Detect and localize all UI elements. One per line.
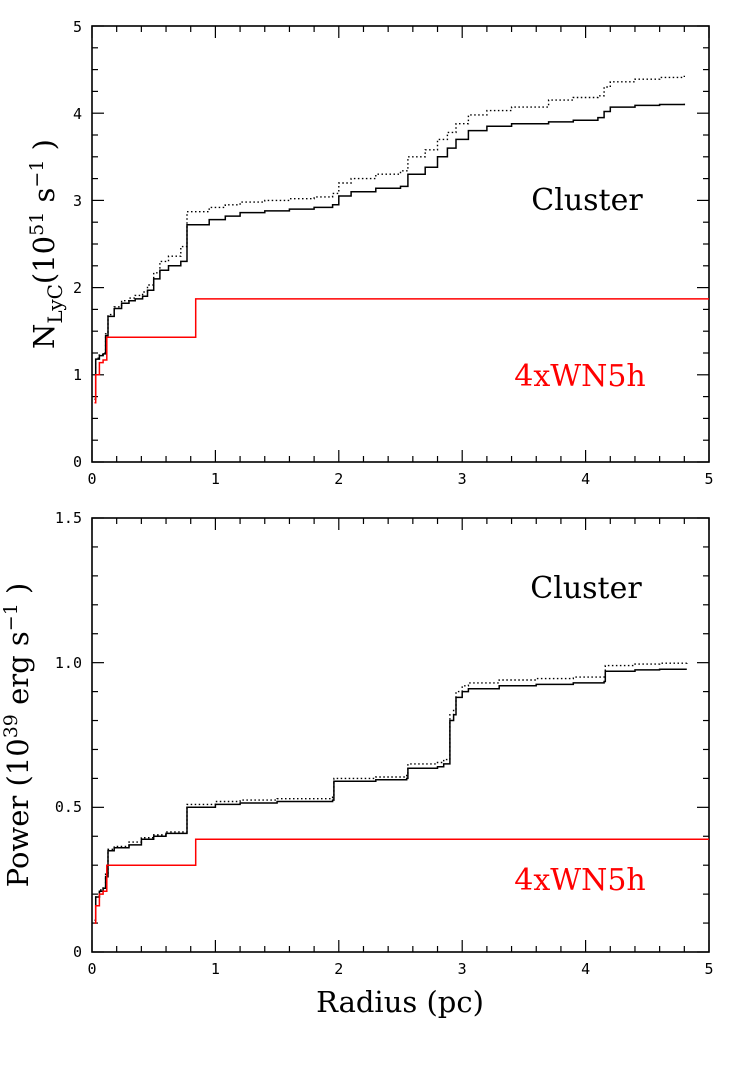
top-y-tick-label: 2: [73, 279, 82, 297]
bottom-y-tick-label: 0: [73, 943, 82, 961]
bottom-panel: 0 1 2 3 4 5 0 0.5 1.0 1.5 Power (1039 er…: [0, 509, 714, 1019]
bottom-series-line-dotted: [94, 662, 688, 921]
top-x-tick-label: 4: [581, 470, 590, 488]
top-y-tick-label: 1: [73, 366, 82, 384]
bottom-y-axis-title: Power (1039 erg s−1 ): [0, 583, 35, 888]
top-y-tick-label: 3: [73, 192, 82, 210]
bottom-x-tick-label: 1: [211, 960, 220, 978]
top-x-tick-label: 2: [334, 470, 343, 488]
bottom-ticks: [91, 517, 710, 953]
top-series-line-red: [94, 298, 709, 404]
top-y-tick-label: 5: [73, 18, 82, 36]
bottom-x-axis-title: Radius (pc): [316, 985, 484, 1019]
bottom-plot-frame: [91, 517, 710, 953]
bottom-annotation-cluster: Cluster: [530, 571, 642, 606]
bottom-series-line-solid: [94, 668, 687, 921]
top-x-tick-label: 0: [87, 470, 96, 488]
bottom-x-tick-label: 3: [458, 960, 467, 978]
bottom-y-tick-labels: 0 0.5 1.0 1.5: [55, 509, 82, 961]
bottom-y-tick-label: 0.5: [55, 798, 82, 816]
bottom-series: [94, 662, 709, 924]
top-annotation-cluster: Cluster: [531, 183, 643, 218]
top-x-tick-label: 5: [704, 470, 713, 488]
top-panel: 0 1 2 3 4 5 0 1 2 3 4 5 NLyC(1051 s−1 ) …: [26, 18, 714, 488]
bottom-annotation-4xwn5h: 4xWN5h: [514, 863, 646, 898]
bottom-x-tick-label: 2: [334, 960, 343, 978]
top-y-tick-label: 4: [73, 105, 82, 123]
bottom-x-tick-label: 5: [704, 960, 713, 978]
top-y-tick-label: 0: [73, 453, 82, 471]
top-x-tick-labels: 0 1 2 3 4 5: [87, 470, 713, 488]
bottom-y-tick-label: 1.5: [55, 509, 82, 527]
top-y-tick-labels: 0 1 2 3 4 5: [73, 18, 82, 471]
top-x-tick-label: 1: [211, 470, 220, 488]
bottom-x-tick-label: 4: [581, 960, 590, 978]
top-series-line-solid: [94, 103, 686, 400]
top-series-line-dotted: [94, 75, 685, 400]
bottom-x-tick-labels: 0 1 2 3 4 5: [87, 960, 713, 978]
top-annotation-4xwn5h: 4xWN5h: [514, 359, 646, 394]
top-ticks: [91, 25, 710, 463]
bottom-x-tick-label: 0: [87, 960, 96, 978]
top-plot-frame: [91, 25, 710, 463]
top-x-tick-label: 3: [458, 470, 467, 488]
bottom-series-line-red: [94, 838, 709, 924]
bottom-y-tick-label: 1.0: [55, 654, 82, 672]
top-y-axis-title: NLyC(1051 s−1 ): [26, 139, 67, 349]
top-series: [94, 75, 709, 404]
